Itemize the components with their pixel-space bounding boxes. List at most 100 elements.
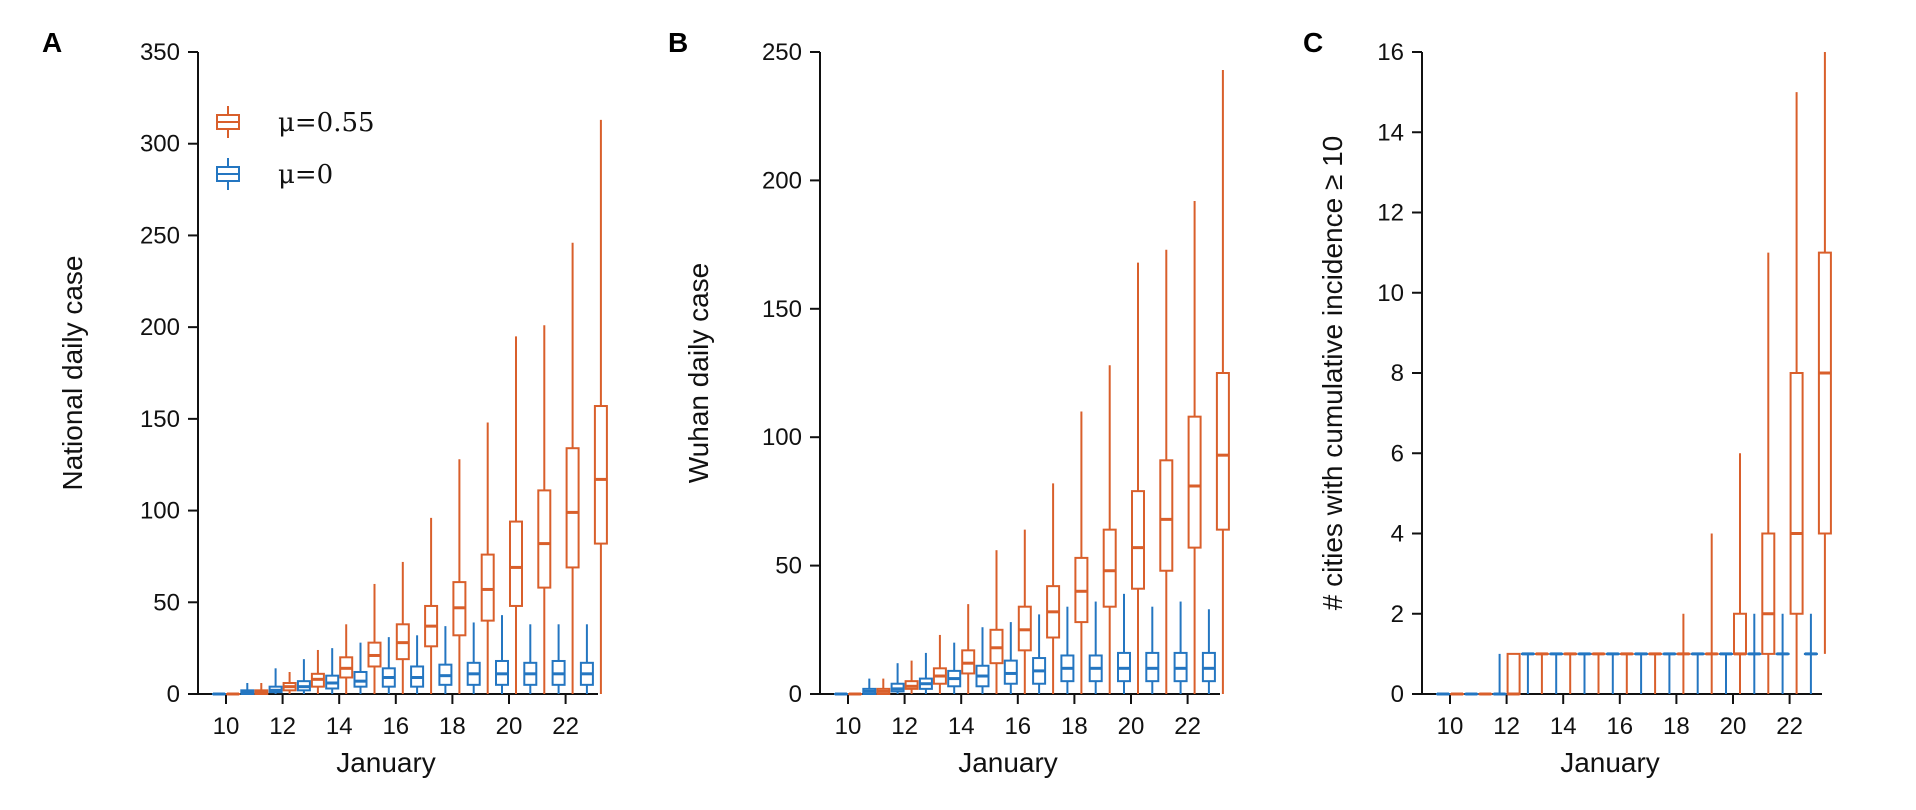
box-mu-0 bbox=[1577, 652, 1592, 694]
box-mu-055 bbox=[1733, 453, 1747, 694]
y-tick-label: 200 bbox=[140, 314, 180, 341]
box-mu-0 bbox=[240, 682, 255, 695]
box-iqr bbox=[1159, 459, 1174, 572]
box-mu-0 bbox=[918, 652, 933, 694]
box-mu-055 bbox=[395, 561, 410, 694]
box-mu-0 bbox=[1775, 613, 1790, 694]
x-tick-label: 18 bbox=[439, 713, 466, 740]
x-tick-label: 20 bbox=[496, 713, 523, 740]
x-tick-label: 22 bbox=[1776, 713, 1803, 740]
box-mu-0 bbox=[1088, 601, 1103, 694]
box-mu-0 bbox=[523, 624, 538, 694]
y-tick-label: 4 bbox=[1391, 521, 1404, 548]
box-mu-055 bbox=[565, 242, 580, 694]
x-tick-label: 16 bbox=[1606, 713, 1633, 740]
y-tick-label: 150 bbox=[762, 296, 802, 323]
box-mu-0 bbox=[410, 635, 425, 694]
box-mu-055 bbox=[989, 550, 1004, 694]
box-mu-0 bbox=[268, 668, 283, 694]
box-mu-055 bbox=[310, 649, 325, 694]
box-mu-055 bbox=[1704, 533, 1719, 694]
y-tick-label: 350 bbox=[140, 39, 180, 66]
legend: μ=0.55 μ=0 bbox=[216, 106, 375, 190]
box-iqr bbox=[537, 489, 552, 589]
box-mu-0 bbox=[438, 626, 453, 694]
box-mu-055 bbox=[1131, 262, 1145, 694]
y-tick-label: 200 bbox=[762, 167, 802, 194]
panel-letter: B bbox=[668, 27, 688, 58]
box-mu-055 bbox=[961, 604, 976, 694]
x-axis-label: January bbox=[1560, 747, 1660, 778]
y-tick-label: 300 bbox=[140, 131, 180, 158]
box-mu-0 bbox=[1492, 653, 1507, 696]
box-mu-0 bbox=[1060, 606, 1075, 694]
y-tick-label: 2 bbox=[1391, 601, 1404, 628]
box-mu-055 bbox=[254, 682, 269, 695]
box-mu-0 bbox=[862, 678, 877, 696]
y-tick-label: 100 bbox=[762, 424, 802, 451]
box-iqr bbox=[1187, 415, 1202, 549]
box-mu-0 bbox=[975, 627, 990, 694]
box-iqr bbox=[353, 670, 368, 688]
box-mu-0 bbox=[1803, 613, 1818, 694]
y-tick-label: 100 bbox=[140, 498, 180, 525]
box-mu-055 bbox=[876, 678, 891, 696]
y-tick-label: 0 bbox=[789, 681, 802, 708]
x-tick-label: 10 bbox=[213, 713, 240, 740]
legend-item: μ=0 bbox=[216, 158, 333, 190]
box-mu-0 bbox=[1605, 652, 1620, 694]
box-mu-055 bbox=[1761, 252, 1776, 694]
box-mu-055 bbox=[1074, 411, 1089, 694]
box-mu-055 bbox=[452, 459, 467, 694]
box-mu-055 bbox=[1591, 652, 1606, 694]
box-mu-055 bbox=[1534, 652, 1549, 694]
box-mu-0 bbox=[890, 663, 905, 694]
box-mu-055 bbox=[904, 660, 919, 694]
box-mu-0 bbox=[1201, 609, 1216, 694]
box-mu-0 bbox=[1520, 652, 1535, 694]
box-mu-0 bbox=[1549, 652, 1564, 694]
x-tick-label: 20 bbox=[1118, 713, 1145, 740]
x-tick-label: 12 bbox=[269, 713, 296, 740]
box-mu-0 bbox=[1145, 606, 1160, 694]
x-tick-label: 20 bbox=[1720, 713, 1747, 740]
box-mu-055 bbox=[1046, 483, 1061, 694]
y-tick-label: 50 bbox=[775, 553, 802, 580]
box-mu-055 bbox=[1187, 200, 1202, 694]
box-iqr bbox=[509, 520, 523, 607]
x-tick-label: 22 bbox=[1174, 713, 1201, 740]
y-tick-label: 8 bbox=[1391, 360, 1404, 387]
box-mu-055 bbox=[1817, 52, 1832, 654]
x-axis-label: January bbox=[336, 747, 436, 778]
x-tick-label: 14 bbox=[1550, 713, 1577, 740]
x-tick-label: 10 bbox=[835, 713, 862, 740]
y-tick-label: 0 bbox=[1391, 681, 1404, 708]
panel-c: C 0 2 4 6 8 10 12 14 16 10 12 14 16 18 20 22 January # cit… bbox=[1303, 27, 1832, 778]
box-mu-055 bbox=[1506, 652, 1521, 696]
x-tick-label: 12 bbox=[1493, 713, 1520, 740]
box-iqr bbox=[480, 553, 495, 622]
box-mu-0 bbox=[1662, 652, 1677, 694]
box-mu-055 bbox=[593, 119, 608, 694]
x-tick-label: 12 bbox=[891, 713, 918, 740]
y-axis-label: Wuhan daily case bbox=[683, 263, 714, 484]
x-tick-label: 14 bbox=[326, 713, 353, 740]
box-mu-0 bbox=[1032, 614, 1047, 694]
panel-letter: C bbox=[1303, 27, 1323, 58]
box-mu-0 bbox=[296, 659, 311, 694]
y-tick-label: 6 bbox=[1391, 440, 1404, 467]
box-mu-055 bbox=[932, 634, 947, 694]
box-mu-055 bbox=[509, 336, 523, 694]
y-tick-label: 16 bbox=[1377, 39, 1404, 66]
box-mu-055 bbox=[282, 671, 297, 694]
box-mu-055 bbox=[1619, 652, 1634, 694]
panel-b: B 0 50 100 150 200 250 10 12 14 16 18 20 22 January Wuh… bbox=[668, 27, 1230, 778]
x-tick-label: 22 bbox=[552, 713, 579, 740]
box-iqr bbox=[593, 405, 608, 545]
box-mu-055 bbox=[1676, 613, 1691, 694]
box-mu-055 bbox=[1563, 652, 1578, 694]
x-axis-label: January bbox=[958, 747, 1058, 778]
box-mu-055 bbox=[1159, 249, 1174, 694]
box-mu-055 bbox=[367, 583, 382, 694]
